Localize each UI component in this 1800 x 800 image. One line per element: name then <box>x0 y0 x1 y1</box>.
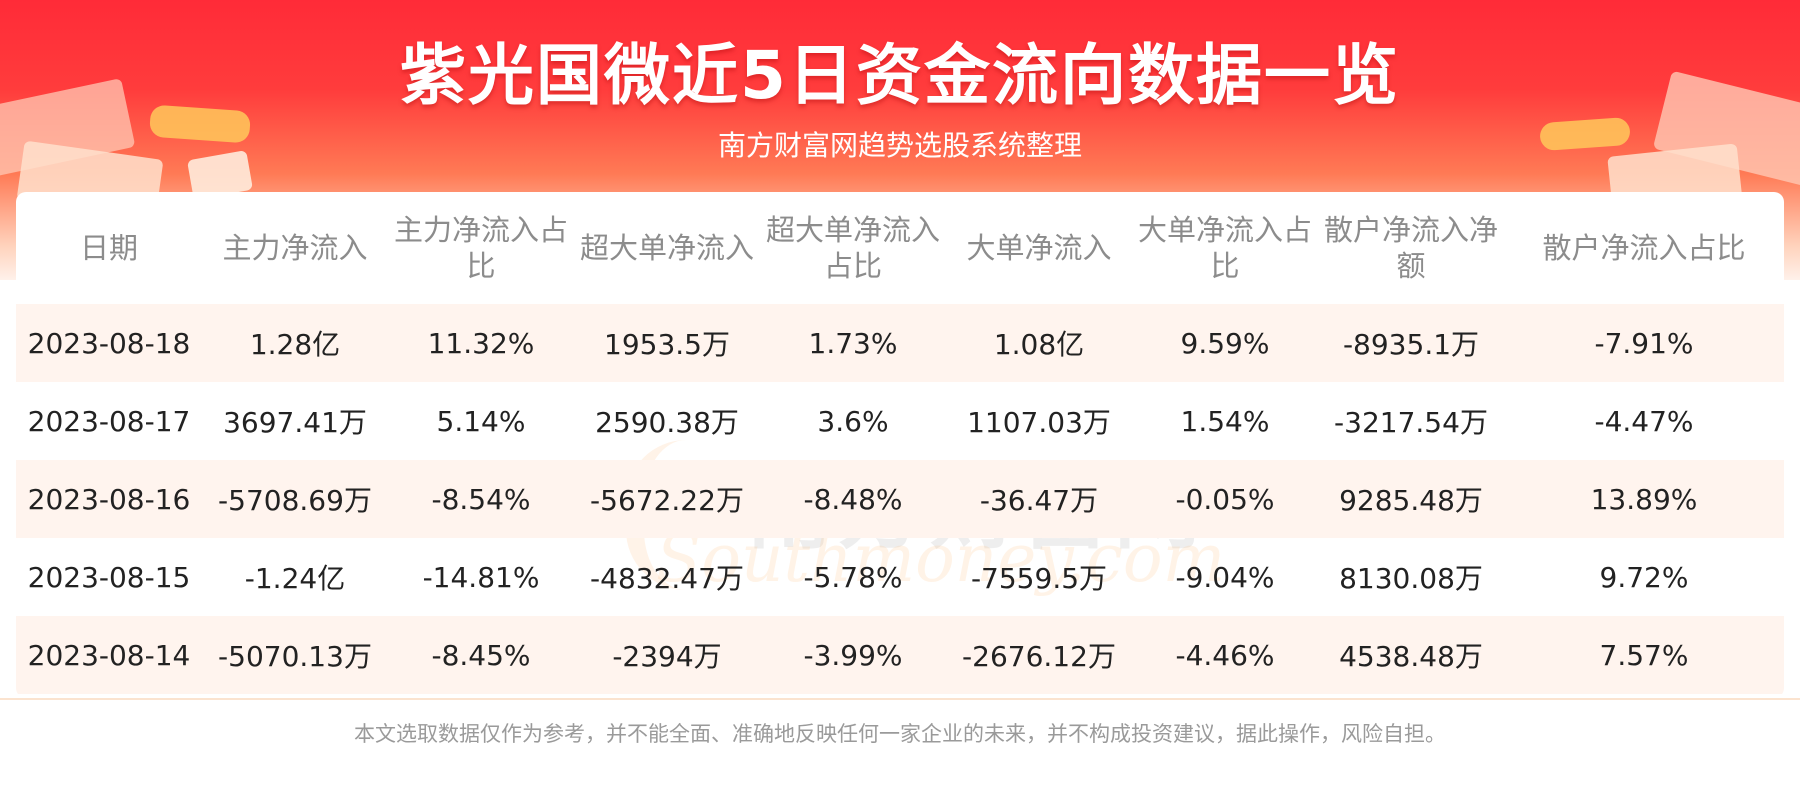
cell-large-inflow: -7559.5万 <box>970 562 1108 595</box>
column-header-main-ratio: 主力净流入占比 <box>394 213 569 283</box>
cell-large-ratio: 1.54% <box>1180 404 1270 438</box>
cell-xl-inflow: -5672.22万 <box>574 460 760 538</box>
data-card: 南方财富网 Southmoney.com 日期 主力净流入 主力净流入占比 超大… <box>16 192 1784 698</box>
column-header-xl-inflow: 超大单净流入 <box>580 231 755 265</box>
cell-main-inflow: -5070.13万 <box>202 616 388 694</box>
fund-flow-table: 日期 主力净流入 主力净流入占比 超大单净流入 超大单净流入占比 大单净流入 大… <box>16 192 1784 694</box>
cell-retail-inflow: 8130.08万 <box>1339 562 1483 595</box>
cell-retail-inflow: -3217.54万 <box>1334 406 1488 439</box>
cell-main-ratio: 11.32% <box>388 304 574 382</box>
column-header-large-inflow: 大单净流入 <box>966 231 1112 265</box>
cell-main-inflow: -1.24亿 <box>244 562 346 595</box>
table-row: 2023-08-14 -5070.13万 -8.45% -2394万 -3.99… <box>16 616 1784 694</box>
cell-large-ratio: 9.59% <box>1132 304 1318 382</box>
column-header-date: 日期 <box>79 231 138 265</box>
table-row: 2023-08-17 3697.41万 5.14% 2590.38万 3.6% … <box>16 382 1784 460</box>
cell-main-inflow: -5708.69万 <box>202 460 388 538</box>
cell-large-inflow: 1.08亿 <box>946 304 1132 382</box>
column-header-retail-inflow: 散户净流入净额 <box>1324 213 1499 283</box>
cell-retail-inflow: -8935.1万 <box>1318 304 1504 382</box>
column-header-retail-ratio: 散户净流入占比 <box>1542 231 1746 265</box>
cell-retail-inflow: 4538.48万 <box>1318 616 1504 694</box>
cell-xl-inflow: 1953.5万 <box>574 304 760 382</box>
column-header-xl-ratio: 超大单净流入占比 <box>766 213 941 283</box>
cell-xl-ratio: -8.48% <box>760 460 946 538</box>
cell-large-ratio: -9.04% <box>1175 560 1275 594</box>
cell-main-inflow: 3697.41万 <box>223 406 367 439</box>
cell-xl-inflow: -4832.47万 <box>590 562 744 595</box>
cell-date: 2023-08-16 <box>16 460 202 538</box>
table-row: 2023-08-15 -1.24亿 -14.81% -4832.47万 -5.7… <box>16 538 1784 616</box>
cell-retail-ratio: -7.91% <box>1504 304 1784 382</box>
disclaimer-text: 本文选取数据仅作为参考，并不能全面、准确地反映任何一家企业的未来，并不构成投资建… <box>354 722 1446 746</box>
cell-large-inflow: 1107.03万 <box>967 406 1111 439</box>
cell-main-ratio: -8.45% <box>388 616 574 694</box>
cell-xl-inflow: 2590.38万 <box>595 406 739 439</box>
cell-date: 2023-08-18 <box>16 304 202 382</box>
cell-xl-ratio: -5.78% <box>803 560 903 594</box>
cell-date: 2023-08-15 <box>27 560 191 594</box>
page-title: 紫光国微近5日资金流向数据一览 <box>400 37 1400 114</box>
cell-large-inflow: -2676.12万 <box>946 616 1132 694</box>
cell-main-ratio: 5.14% <box>436 404 526 438</box>
cell-date: 2023-08-17 <box>27 404 191 438</box>
cell-retail-inflow: 9285.48万 <box>1318 460 1504 538</box>
cell-retail-ratio: 9.72% <box>1599 560 1689 594</box>
table-row: 2023-08-18 1.28亿 11.32% 1953.5万 1.73% 1.… <box>16 304 1784 382</box>
cell-retail-ratio: 7.57% <box>1504 616 1784 694</box>
column-header-large-ratio: 大单净流入占比 <box>1138 213 1313 283</box>
cell-main-inflow: 1.28亿 <box>202 304 388 382</box>
cell-large-inflow: -36.47万 <box>946 460 1132 538</box>
table-header-row: 日期 主力净流入 主力净流入占比 超大单净流入 超大单净流入占比 大单净流入 大… <box>16 192 1784 304</box>
cell-xl-ratio: 1.73% <box>760 304 946 382</box>
cell-large-ratio: -4.46% <box>1132 616 1318 694</box>
cell-retail-ratio: -4.47% <box>1594 404 1694 438</box>
cell-main-ratio: -8.54% <box>388 460 574 538</box>
cell-xl-ratio: -3.99% <box>760 616 946 694</box>
cell-main-ratio: -14.81% <box>422 560 540 594</box>
cell-xl-inflow: -2394万 <box>574 616 760 694</box>
cell-date: 2023-08-14 <box>16 616 202 694</box>
page-subtitle: 南方财富网趋势选股系统整理 <box>717 129 1082 162</box>
footer-divider <box>0 698 1800 700</box>
table-row: 2023-08-16 -5708.69万 -8.54% -5672.22万 -8… <box>16 460 1784 538</box>
cell-large-ratio: -0.05% <box>1132 460 1318 538</box>
cell-xl-ratio: 3.6% <box>817 404 889 438</box>
column-header-main-inflow: 主力净流入 <box>222 231 368 265</box>
cell-retail-ratio: 13.89% <box>1504 460 1784 538</box>
